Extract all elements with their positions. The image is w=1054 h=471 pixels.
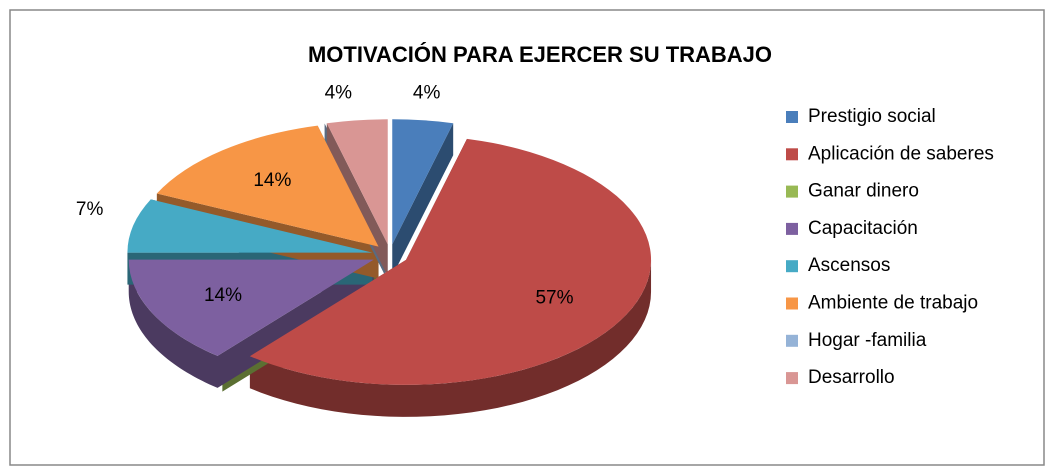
slice — [128, 259, 374, 356]
data-label: 57% — [535, 288, 573, 309]
legend-label: Aplicación de saberes — [808, 143, 994, 164]
legend-swatch — [786, 222, 798, 235]
slice-tops — [127, 119, 652, 385]
data-label: 14% — [204, 285, 242, 306]
slice-side — [128, 259, 374, 388]
legend-label: Prestigio social — [808, 106, 936, 127]
slice-side — [392, 119, 454, 277]
legend-swatch — [786, 260, 798, 273]
data-label: 4% — [413, 82, 441, 103]
chart-title: MOTIVACIÓN PARA EJERCER SU TRABAJO — [308, 42, 772, 67]
legend-swatch — [786, 372, 798, 385]
data-label: 4% — [325, 82, 353, 103]
legend-label: Ganar dinero — [808, 181, 919, 202]
data-label: 7% — [76, 199, 104, 220]
slice — [326, 119, 388, 245]
legend-label: Ambiente de trabajo — [808, 293, 978, 314]
slice — [127, 199, 373, 253]
legend-label: Hogar -familia — [808, 330, 927, 351]
legend-label: Desarrollo — [808, 367, 895, 388]
data-label: 14% — [253, 170, 291, 191]
legend-swatch — [786, 297, 798, 310]
legend-swatch — [786, 148, 798, 161]
legend-swatch — [786, 111, 798, 123]
legend-swatch — [786, 334, 798, 347]
legend-label: Capacitación — [808, 218, 918, 239]
legend-label: Ascensos — [808, 255, 890, 276]
legend-swatch — [786, 185, 798, 198]
slice — [156, 125, 379, 247]
slice — [249, 138, 652, 385]
slice — [392, 119, 454, 245]
